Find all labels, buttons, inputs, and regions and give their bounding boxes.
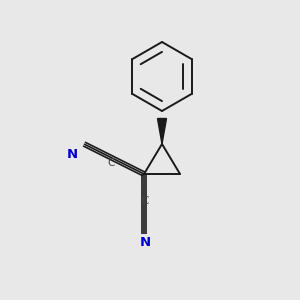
Text: N: N [140, 236, 151, 250]
Text: N: N [66, 148, 78, 161]
Polygon shape [158, 118, 166, 144]
Text: C: C [142, 196, 149, 206]
Text: C: C [107, 158, 115, 169]
